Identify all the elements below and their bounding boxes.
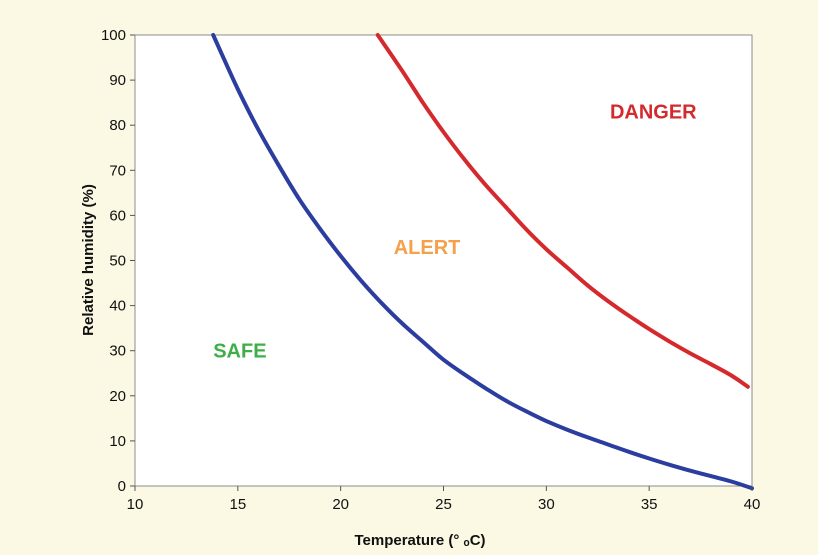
zone-label-alert: ALERT <box>394 237 461 259</box>
y-tick-label: 60 <box>109 207 126 224</box>
y-tick-label: 100 <box>101 27 126 44</box>
series-line-2 <box>375 33 750 389</box>
y-tick-label: 0 <box>118 478 126 495</box>
y-tick-label: 80 <box>109 117 126 134</box>
zone-label-safe: SAFE <box>213 341 266 363</box>
y-tick-label: 10 <box>109 433 126 450</box>
plot-area <box>134 34 753 487</box>
x-tick-label: 30 <box>538 496 555 513</box>
x-tick-label: 25 <box>435 496 452 513</box>
series-line-1 <box>211 33 754 491</box>
x-tick-label: 20 <box>332 496 349 513</box>
zone-label-danger: DANGER <box>610 102 697 124</box>
y-tick-label: 20 <box>109 388 126 405</box>
x-tick-label: 35 <box>641 496 658 513</box>
y-tick-label: 70 <box>109 162 126 179</box>
y-tick-label: 50 <box>109 253 126 270</box>
x-axis-title: Temperature (° ₒC) <box>354 532 485 549</box>
y-tick-label: 30 <box>109 343 126 360</box>
y-tick-label: 90 <box>109 72 126 89</box>
y-axis-title: Relative humidity (%) <box>80 184 97 336</box>
y-tick-label: 40 <box>109 298 126 315</box>
x-tick-label: 10 <box>127 496 144 513</box>
x-tick-label: 15 <box>229 496 246 513</box>
x-tick-label: 40 <box>744 496 761 513</box>
